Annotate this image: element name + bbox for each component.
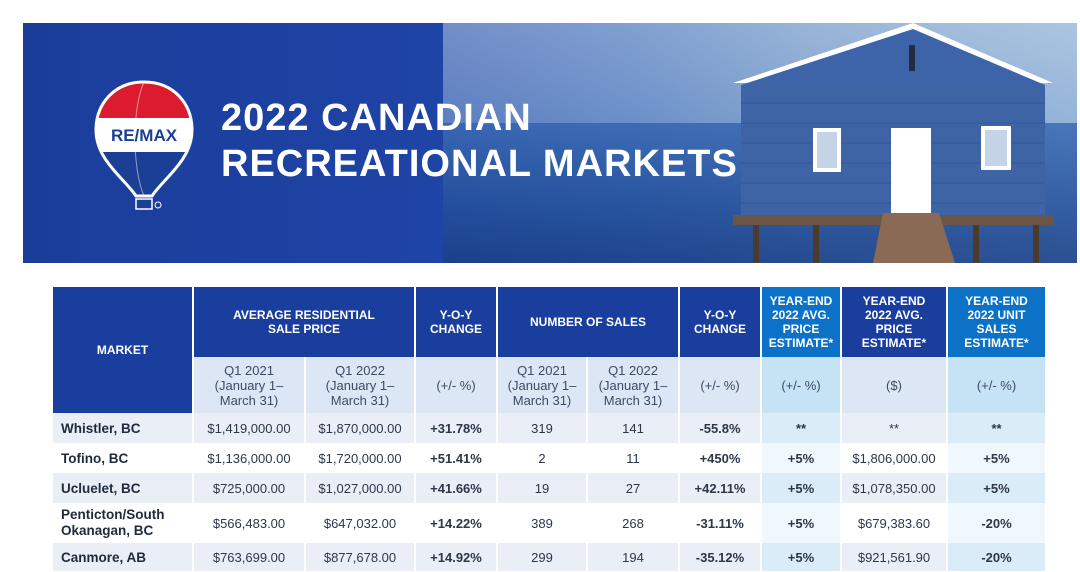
yoy-price: +14.92%	[415, 543, 498, 571]
table-row: Penticton/South Okanagan, BC $566,483.00…	[53, 503, 1045, 543]
subheader-pct-ye-price: (+/- %)	[761, 357, 842, 413]
market-name: Ucluelet, BC	[53, 473, 194, 503]
sales-2021: 389	[497, 503, 588, 543]
ye-price-pct: +5%	[761, 543, 842, 571]
header-ye-unit-sales: YEAR-END 2022 UNIT SALES ESTIMATE*	[947, 287, 1045, 357]
boathouse-image	[733, 23, 1053, 263]
market-name: Whistler, BC	[53, 413, 194, 443]
ye-units: +5%	[947, 473, 1045, 503]
subheader-q1-2022-sales: Q1 2022 (January 1– March 31)	[587, 357, 680, 413]
header-yoy-price: Y-O-Y CHANGE	[415, 287, 498, 357]
price-2022: $877,678.00	[305, 543, 416, 571]
header-ye-avg-price-pct: YEAR-END 2022 AVG. PRICE ESTIMATE*	[761, 287, 842, 357]
subheader-pct-price: (+/- %)	[415, 357, 498, 413]
ye-units: **	[947, 413, 1045, 443]
price-2021: $566,483.00	[193, 503, 306, 543]
ye-units: -20%	[947, 503, 1045, 543]
price-2021: $1,419,000.00	[193, 413, 306, 443]
yoy-sales: -35.12%	[679, 543, 762, 571]
remax-balloon-logo: RE/MAX	[94, 80, 194, 210]
sales-2021: 19	[497, 473, 588, 503]
price-2021: $763,699.00	[193, 543, 306, 571]
sales-2022: 141	[587, 413, 680, 443]
ye-price-pct: +5%	[761, 503, 842, 543]
market-name: Penticton/South Okanagan, BC	[53, 503, 194, 543]
markets-table: MARKET AVERAGE RESIDENTIAL SALE PRICE Y-…	[53, 287, 1045, 571]
subheader-pct-ye-units: (+/- %)	[947, 357, 1045, 413]
table-row: Whistler, BC $1,419,000.00 $1,870,000.00…	[53, 413, 1045, 443]
yoy-sales: +42.11%	[679, 473, 762, 503]
ye-units: +5%	[947, 443, 1045, 473]
subheader-q1-2021-sales: Q1 2021 (January 1– March 31)	[497, 357, 588, 413]
ye-price: **	[841, 413, 948, 443]
subheader-dollar-ye-price: ($)	[841, 357, 948, 413]
page-title: 2022 CANADIAN RECREATIONAL MARKETS	[221, 95, 738, 187]
yoy-sales: -55.8%	[679, 413, 762, 443]
ye-price-pct: **	[761, 413, 842, 443]
table-row: Tofino, BC $1,136,000.00 $1,720,000.00 +…	[53, 443, 1045, 473]
sales-2022: 11	[587, 443, 680, 473]
svg-text:RE/MAX: RE/MAX	[111, 126, 178, 145]
ye-price: $679,383.60	[841, 503, 948, 543]
header-ye-avg-price-dollar: YEAR-END 2022 AVG. PRICE ESTIMATE*	[841, 287, 948, 357]
ye-price-pct: +5%	[761, 443, 842, 473]
price-2022: $647,032.00	[305, 503, 416, 543]
ye-price: $921,561.90	[841, 543, 948, 571]
market-name: Tofino, BC	[53, 443, 194, 473]
sales-2021: 319	[497, 413, 588, 443]
price-2021: $725,000.00	[193, 473, 306, 503]
yoy-price: +31.78%	[415, 413, 498, 443]
market-name: Canmore, AB	[53, 543, 194, 571]
header-number-of-sales: NUMBER OF SALES	[497, 287, 680, 357]
yoy-sales: -31.11%	[679, 503, 762, 543]
ye-price-pct: +5%	[761, 473, 842, 503]
yoy-price: +14.22%	[415, 503, 498, 543]
sales-2022: 194	[587, 543, 680, 571]
ye-units: -20%	[947, 543, 1045, 571]
price-2022: $1,027,000.00	[305, 473, 416, 503]
sales-2022: 268	[587, 503, 680, 543]
ye-price: $1,078,350.00	[841, 473, 948, 503]
yoy-sales: +450%	[679, 443, 762, 473]
sales-2022: 27	[587, 473, 680, 503]
ye-price: $1,806,000.00	[841, 443, 948, 473]
header-yoy-sales: Y-O-Y CHANGE	[679, 287, 762, 357]
price-2022: $1,720,000.00	[305, 443, 416, 473]
table-row: Ucluelet, BC $725,000.00 $1,027,000.00 +…	[53, 473, 1045, 503]
subheader-pct-sales: (+/- %)	[679, 357, 762, 413]
title-line-1: 2022 CANADIAN	[221, 97, 532, 139]
sales-2021: 2	[497, 443, 588, 473]
subheader-q1-2022-price: Q1 2022 (January 1– March 31)	[305, 357, 416, 413]
price-2021: $1,136,000.00	[193, 443, 306, 473]
header-banner: RE/MAX 2022 CANADIAN RECREATIONAL MARKET…	[23, 23, 1077, 263]
sales-2021: 299	[497, 543, 588, 571]
yoy-price: +51.41%	[415, 443, 498, 473]
yoy-price: +41.66%	[415, 473, 498, 503]
table-row: Canmore, AB $763,699.00 $877,678.00 +14.…	[53, 543, 1045, 571]
subheader-q1-2021-price: Q1 2021 (January 1– March 31)	[193, 357, 306, 413]
price-2022: $1,870,000.00	[305, 413, 416, 443]
title-line-2: RECREATIONAL MARKETS	[221, 143, 738, 185]
header-avg-price: AVERAGE RESIDENTIAL SALE PRICE	[193, 287, 416, 357]
header-market: MARKET	[53, 287, 194, 413]
